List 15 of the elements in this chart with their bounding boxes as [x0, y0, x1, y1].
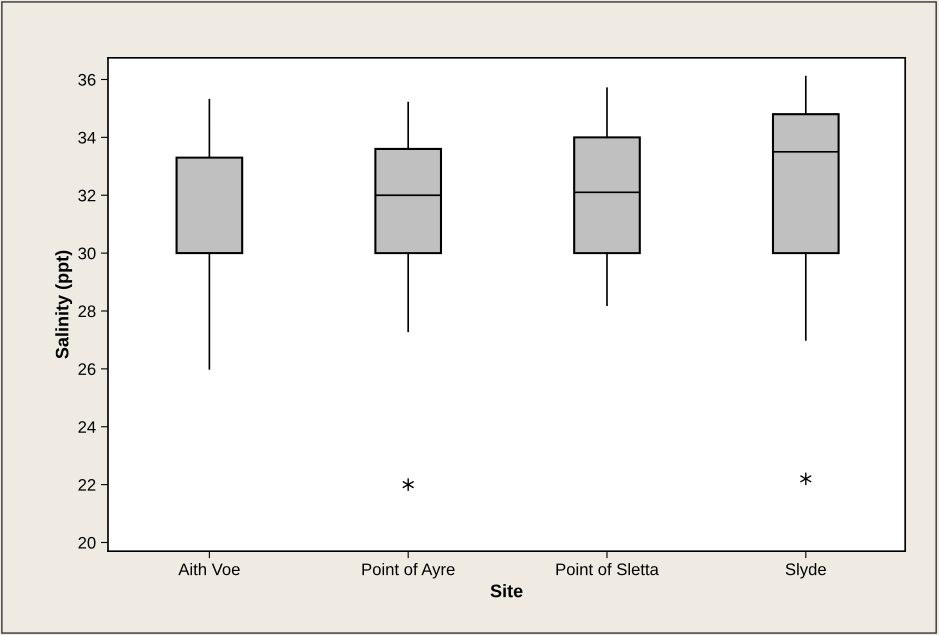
x-axis-title: Site — [490, 584, 523, 598]
y-tick-label: 22 — [78, 479, 96, 491]
y-tick-label: 26 — [78, 363, 96, 376]
y-tick-label: 28 — [78, 305, 96, 318]
y-tick-label: 20 — [78, 536, 96, 549]
x-tick-label: Point of Ayre — [362, 562, 455, 579]
y-tick-label: 36 — [78, 74, 96, 86]
x-tick-label: Aith Voe — [178, 562, 240, 576]
y-tick-label: 34 — [78, 132, 96, 144]
y-axis-title: Salinity (ppt) — [55, 250, 72, 359]
x-tick-label: Point of Sletta — [556, 562, 659, 576]
x-tick-label: Slyde — [786, 562, 826, 579]
y-tick-label: 30 — [78, 248, 96, 260]
y-tick-label: 32 — [78, 190, 96, 202]
y-tick-label: 24 — [78, 421, 96, 433]
